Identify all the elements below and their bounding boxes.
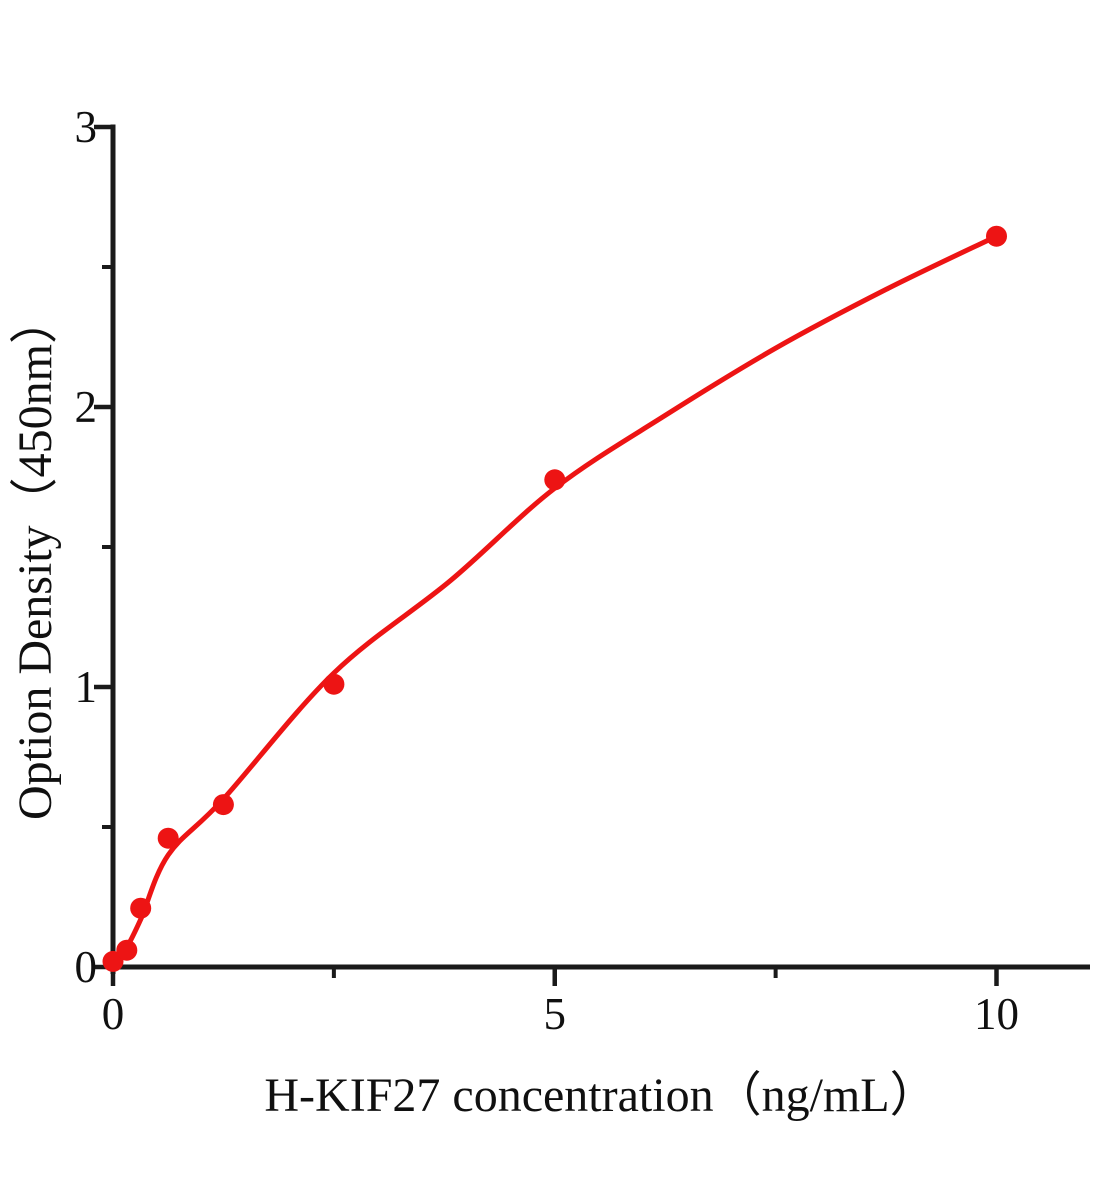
y-axis-label: Option Density（450nm） xyxy=(9,296,62,820)
x-tick-label: 5 xyxy=(543,989,567,1039)
y-tick-label: 3 xyxy=(74,102,98,152)
x-axis-label: H-KIF27 concentration（ng/mL） xyxy=(264,1069,938,1122)
y-tick-label: 2 xyxy=(74,382,98,432)
x-tick-label: 0 xyxy=(101,989,125,1039)
y-tick-label: 1 xyxy=(74,662,98,712)
x-tick-label: 10 xyxy=(974,989,1019,1039)
data-point xyxy=(323,673,345,695)
y-tick-label: 0 xyxy=(74,942,98,992)
data-point xyxy=(130,897,152,919)
data-point xyxy=(157,827,179,849)
data-point xyxy=(544,469,566,491)
data-point xyxy=(116,939,138,961)
data-point xyxy=(986,225,1007,247)
data-point xyxy=(212,794,234,816)
fit-curve-line xyxy=(110,233,999,970)
